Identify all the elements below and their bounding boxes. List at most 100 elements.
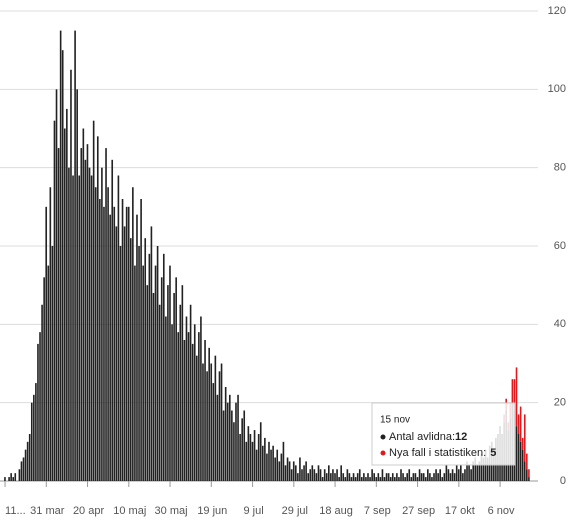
legend-dot	[380, 434, 386, 440]
y-tick-label: 40	[554, 318, 566, 330]
bar	[175, 277, 177, 481]
bar	[377, 473, 380, 481]
bar	[247, 426, 250, 481]
bar	[307, 473, 309, 481]
bar	[400, 469, 402, 481]
bar	[398, 477, 400, 481]
bar	[323, 469, 326, 481]
bar	[528, 477, 530, 481]
y-tick-label: 60	[554, 240, 566, 252]
bar	[268, 441, 270, 481]
bar	[303, 465, 305, 481]
bar	[278, 461, 281, 481]
bar	[414, 473, 417, 481]
bar	[26, 441, 29, 481]
bar	[187, 332, 190, 481]
bar	[245, 441, 248, 481]
bar	[464, 469, 466, 481]
bar	[294, 465, 297, 481]
bar	[173, 293, 175, 481]
bar	[325, 473, 328, 481]
bar	[228, 394, 231, 481]
bar	[476, 465, 479, 481]
bar	[387, 473, 390, 481]
bar	[344, 477, 347, 481]
bar	[24, 449, 27, 481]
bar	[470, 469, 472, 481]
bar	[70, 69, 72, 481]
bar	[526, 469, 528, 481]
bar	[338, 477, 340, 481]
bar	[35, 383, 37, 481]
bar	[418, 469, 421, 481]
bar	[431, 477, 433, 481]
bar	[420, 473, 423, 481]
bar	[455, 465, 458, 481]
legend-dot	[380, 450, 386, 456]
x-tick-label: 19 jun	[197, 505, 227, 517]
bar	[352, 473, 355, 481]
bar	[154, 265, 157, 481]
bar	[140, 199, 142, 481]
x-tick-label: 7 sep	[364, 505, 391, 517]
bar	[150, 226, 153, 481]
bar	[82, 128, 85, 481]
bar	[433, 473, 435, 481]
bar	[210, 363, 213, 481]
bar	[111, 159, 114, 482]
bar	[521, 437, 524, 450]
bar	[348, 473, 351, 481]
bar	[416, 477, 419, 481]
bar	[177, 332, 180, 481]
bar	[330, 473, 332, 481]
bar	[66, 108, 68, 482]
bar	[59, 30, 62, 481]
bar	[259, 422, 262, 481]
series-name: Nya fall i statistiken:	[389, 447, 486, 459]
bar	[142, 265, 144, 481]
tooltip-date: 15 nov	[380, 415, 410, 426]
x-tick-label: 9 jul	[243, 505, 263, 517]
bar	[521, 449, 524, 481]
bar	[346, 469, 349, 481]
bar	[94, 187, 97, 481]
bar	[340, 465, 342, 481]
bar	[8, 477, 10, 481]
bar	[160, 277, 163, 481]
bar	[179, 304, 182, 481]
bar	[460, 465, 462, 481]
bar	[169, 265, 171, 481]
bar	[412, 473, 415, 481]
bar	[88, 167, 91, 481]
y-tick-label: 20	[554, 397, 566, 409]
bar	[526, 453, 528, 470]
bar	[144, 238, 147, 481]
bar	[437, 473, 439, 481]
bar	[113, 206, 116, 482]
bar	[148, 253, 151, 481]
y-tick-label: 0	[560, 475, 566, 487]
bar	[237, 394, 239, 481]
bar	[103, 206, 105, 482]
bar	[123, 226, 126, 481]
y-tick-label: 100	[548, 83, 566, 95]
bar	[321, 477, 324, 481]
tooltip-label: Antal avlidna:12	[389, 431, 467, 443]
bar	[443, 473, 446, 481]
bar	[220, 363, 223, 481]
x-tick-label: 20 apr	[73, 505, 105, 517]
bar	[235, 402, 237, 481]
bar	[523, 414, 526, 462]
bar	[20, 461, 23, 481]
bar	[198, 332, 200, 481]
bar	[394, 477, 396, 481]
bar	[292, 461, 295, 481]
x-tick-label: 6 nov	[488, 505, 515, 517]
x-tick-label: 18 aug	[319, 505, 353, 517]
x-tick-label: 31 mar	[30, 505, 65, 517]
bar	[39, 332, 41, 481]
bar	[195, 355, 198, 481]
bar	[511, 379, 514, 403]
bar	[55, 89, 58, 481]
bar	[356, 473, 359, 481]
